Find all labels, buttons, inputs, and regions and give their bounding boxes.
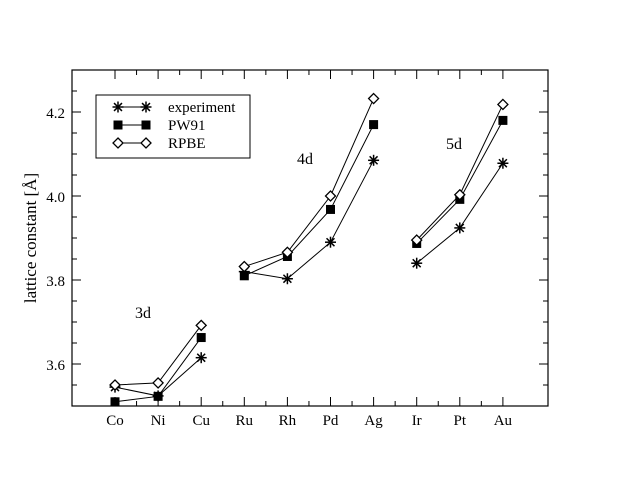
x-tick-label: Pt: [454, 413, 467, 429]
asterisk-stroke: [196, 353, 206, 363]
y-tick-label: 3.6: [46, 358, 65, 374]
diamond-shape: [367, 92, 380, 105]
axes: 3.6 3.8 4.0 4.2 Co Ni Cu Ru Rh Pd Ag Ir Pt Au: [46, 69, 549, 429]
y-axis-label-group: lattice constant [Å]: [21, 173, 40, 303]
x-tick-label: Co: [106, 413, 124, 429]
diamond-shape: [238, 260, 251, 273]
x-tick-label: Ni: [151, 413, 166, 429]
data-point-rpbe: [195, 319, 208, 332]
series-line-experiment: [416, 162, 504, 264]
data-point-experiment: [281, 273, 293, 285]
asterisk-stroke: [369, 155, 379, 165]
x-tick-label: Au: [494, 413, 513, 429]
data-point-rpbe: [453, 188, 466, 201]
square-shape: [196, 333, 206, 343]
data-point-pw91: [326, 204, 335, 214]
series-line-experiment: [114, 357, 202, 397]
square-shape: [141, 120, 151, 130]
data-point-rpbe: [109, 379, 121, 391]
data-point-rpbe: [324, 190, 337, 202]
data-point-experiment: [368, 154, 380, 166]
series-layer: [109, 92, 509, 407]
x-tick-label: Rh: [279, 413, 297, 429]
data-point-experiment: [497, 157, 509, 169]
legend-marker-pw91: [113, 120, 123, 130]
legend-box: [95, 94, 251, 159]
asterisk-stroke: [141, 102, 151, 112]
legend-marker-experiment: [140, 101, 152, 113]
group-labels: 3d 4d 5d: [135, 136, 462, 322]
data-point-rpbe: [238, 260, 251, 273]
square-shape: [369, 120, 379, 130]
series-line-rpbe: [416, 104, 504, 241]
data-point-rpbe: [367, 92, 380, 105]
series-line-rpbe: [244, 98, 375, 268]
square-shape: [113, 120, 123, 130]
series-experiment: [109, 154, 509, 402]
x-tick-label: Cu: [192, 413, 210, 429]
legend-label-experiment: experiment: [168, 100, 236, 116]
data-point-pw91: [153, 391, 163, 401]
data-point-rpbe: [496, 98, 509, 111]
diamond-shape: [109, 379, 121, 391]
diamond-shape: [410, 234, 423, 247]
data-point-experiment: [195, 352, 207, 364]
asterisk-stroke: [498, 158, 508, 168]
square-shape: [110, 397, 120, 407]
diamond-shape: [496, 98, 509, 111]
data-point-experiment: [411, 257, 423, 269]
data-point-pw91: [239, 271, 249, 281]
y-tick-label: 4.2: [46, 106, 65, 122]
series-rpbe: [109, 92, 509, 391]
series-line-pw91: [244, 124, 375, 277]
x-tick-label: Ir: [412, 413, 422, 429]
data-point-rpbe: [410, 234, 423, 247]
legend-marker-experiment: [112, 101, 124, 113]
square-shape: [498, 115, 508, 125]
legend-marker-rpbe: [112, 137, 124, 149]
diamond-shape: [140, 137, 152, 149]
legend-label-pw91: PW91: [168, 118, 206, 134]
diamond-shape: [152, 376, 165, 389]
data-point-rpbe: [152, 376, 165, 389]
square-shape: [326, 204, 335, 214]
group-label-5d: 5d: [446, 136, 462, 153]
x-tick-label: Ru: [236, 413, 254, 429]
asterisk-stroke: [326, 237, 335, 247]
data-point-pw91: [369, 120, 379, 130]
y-tick-label: 3.8: [46, 274, 65, 290]
legend-marker-rpbe: [140, 137, 152, 149]
y-axis-label: lattice constant [Å]: [21, 173, 40, 303]
data-point-pw91: [196, 333, 206, 343]
diamond-shape: [112, 137, 124, 149]
data-point-experiment: [325, 236, 336, 248]
diamond-shape: [281, 246, 294, 259]
series-line-experiment: [244, 160, 375, 280]
legend: experiment PW91 RPBE: [95, 94, 251, 159]
asterisk-stroke: [113, 102, 123, 112]
square-shape: [153, 391, 163, 401]
data-point-experiment: [454, 222, 466, 234]
x-tick-label: Ag: [364, 413, 383, 429]
asterisk-stroke: [282, 274, 292, 284]
data-point-pw91: [498, 115, 508, 125]
group-label-3d: 3d: [135, 305, 151, 322]
asterisk-stroke: [412, 258, 422, 268]
legend-label-rpbe: RPBE: [168, 136, 206, 152]
x-tick-label: Pd: [323, 413, 339, 429]
data-point-rpbe: [281, 246, 294, 259]
y-tick-label: 4.0: [46, 190, 65, 206]
square-shape: [239, 271, 249, 281]
asterisk-stroke: [455, 223, 465, 233]
data-point-pw91: [110, 397, 120, 407]
legend-marker-pw91: [141, 120, 151, 130]
diamond-shape: [324, 190, 337, 202]
group-label-4d: 4d: [297, 151, 313, 168]
diamond-shape: [195, 319, 208, 332]
diamond-shape: [453, 188, 466, 201]
